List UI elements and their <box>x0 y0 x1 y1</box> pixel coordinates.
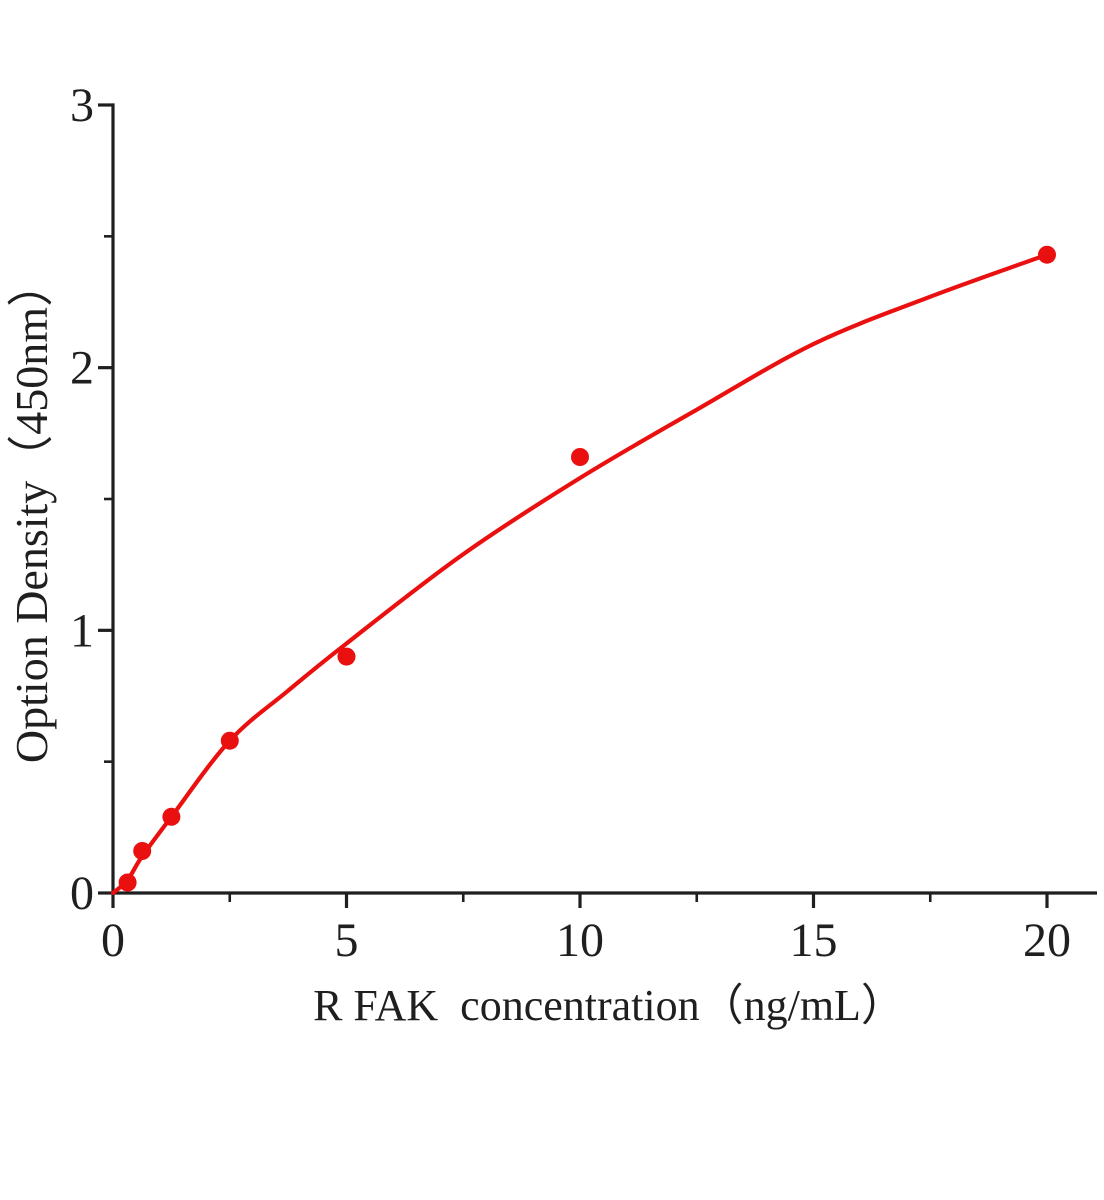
fit-curve <box>110 252 1050 896</box>
data-point <box>118 873 137 892</box>
data-point <box>133 842 152 860</box>
x-axis-tick-label: 15 <box>790 914 838 967</box>
data-point <box>337 647 356 666</box>
x-axis-tick-label: 10 <box>556 914 604 967</box>
x-axis-tick-label: 0 <box>101 914 125 967</box>
x-axis-title: R FAK concentration（ng/mL） <box>313 981 905 1030</box>
data-point <box>1038 245 1056 264</box>
y-axis-title: Option Density（450nm） <box>6 260 57 764</box>
y-axis-tick-label: 1 <box>70 604 94 657</box>
y-axis-tick-label: 3 <box>70 79 94 132</box>
y-axis-tick-label: 0 <box>70 867 94 920</box>
data-point <box>220 731 239 750</box>
data-point <box>571 448 589 466</box>
x-axis-tick-label: 20 <box>1023 914 1071 967</box>
x-axis-tick-label: 5 <box>335 914 359 967</box>
y-axis-tick-label: 2 <box>70 342 94 395</box>
data-point <box>162 807 181 826</box>
